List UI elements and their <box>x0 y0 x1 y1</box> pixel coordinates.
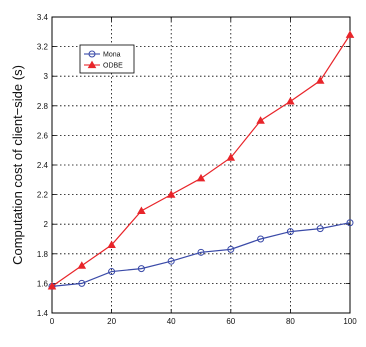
data-point-odbe <box>256 116 265 124</box>
y-tick-label: 2.8 <box>37 102 49 111</box>
data-point-mona <box>78 279 86 287</box>
y-tick-label: 3.2 <box>37 43 49 52</box>
legend-marker-triangle-icon <box>87 60 97 69</box>
legend-label: Mona <box>103 52 121 59</box>
data-point-mona <box>257 235 265 243</box>
data-point-odbe <box>315 76 325 84</box>
data-point-odbe <box>47 281 57 290</box>
data-point-mona <box>137 265 145 273</box>
data-point-mona <box>227 245 235 253</box>
y-tick-label: 2.2 <box>37 191 49 200</box>
series-mona <box>48 219 354 290</box>
x-tick-label: 40 <box>167 317 176 326</box>
y-tick-label: 3.4 <box>37 13 49 22</box>
x-tick-label: 0 <box>50 317 55 326</box>
y-tick-label: 2.6 <box>37 131 49 140</box>
y-tick-label: 1.6 <box>37 279 49 288</box>
x-tick-label: 80 <box>286 317 295 326</box>
x-tick-label: 100 <box>343 317 357 326</box>
data-point-odbe <box>226 153 236 161</box>
data-point-odbe <box>166 190 176 198</box>
data-point-mona <box>108 268 116 276</box>
data-point-odbe <box>107 240 116 249</box>
y-axis-label: Computation cost of client−side (s) <box>10 65 25 265</box>
data-point-mona <box>316 225 324 233</box>
series-line-mona <box>51 222 351 287</box>
series-odbe <box>47 30 355 290</box>
data-series <box>47 30 355 290</box>
y-tick-label: 1.4 <box>37 309 49 318</box>
legend-item-odbe: ODBE <box>84 60 123 70</box>
legend-box <box>79 44 135 74</box>
data-point-mona <box>286 228 294 236</box>
x-tick-label: 60 <box>226 317 235 326</box>
legend-marker-circle-icon <box>88 50 96 58</box>
data-point-odbe <box>137 206 146 214</box>
legend-label: ODBE <box>103 63 123 70</box>
axis-ticks: 0 20 40 60 80 100 1.4 1.6 1.8 2 2.2 2.4 2.6 2.8 3 3.2 3.… <box>37 13 357 326</box>
y-tick-label: 2.4 <box>37 161 49 170</box>
data-point-odbe <box>345 30 355 38</box>
y-tick-label: 1.8 <box>37 250 49 259</box>
data-point-odbe <box>77 261 87 269</box>
y-tick-label: 2 <box>44 220 49 229</box>
data-point-mona <box>167 257 175 265</box>
data-point-odbe <box>196 173 206 182</box>
data-point-mona <box>197 248 205 256</box>
data-point-odbe <box>286 96 295 105</box>
y-tick-label: 3 <box>44 72 49 81</box>
data-point-mona <box>346 219 354 227</box>
grid-lines <box>52 17 350 313</box>
x-tick-label: 20 <box>107 317 116 326</box>
legend-item-mona: Mona <box>84 50 121 59</box>
legend: Mona ODBE <box>79 44 135 74</box>
